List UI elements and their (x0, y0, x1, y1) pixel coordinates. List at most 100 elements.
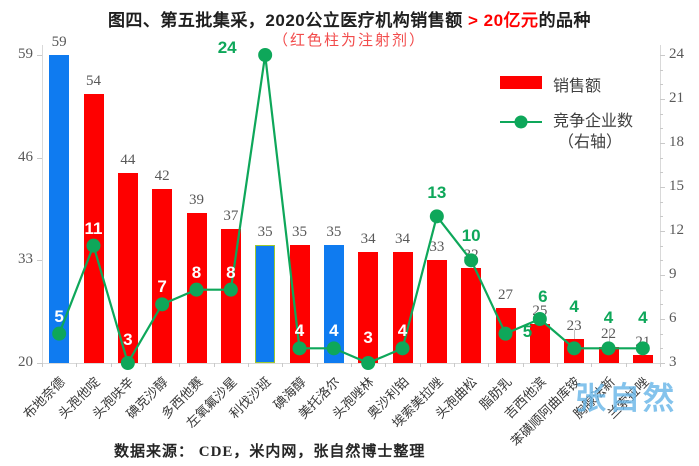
x-axis-tick (316, 363, 318, 367)
y-axis-right-tick (660, 275, 665, 276)
y-axis-right-minor-tick (660, 216, 663, 218)
watermark: 张自然 (575, 381, 677, 416)
chart-title: 图四、第五批集采，2020公立医疗机构销售额 > 20亿元的品种 (0, 6, 699, 31)
bar-value-label: 44 (120, 152, 136, 169)
y-axis-left-label: 20 (18, 354, 33, 370)
x-axis-tick (213, 363, 215, 367)
x-axis-tick (385, 363, 387, 367)
y-axis-right-label: 3 (669, 354, 677, 370)
line-value-label: 4 (638, 308, 648, 328)
y-axis-right-minor-tick (660, 201, 663, 203)
title-suffix: 的品种 (538, 11, 592, 30)
y-axis-left-tick (37, 157, 42, 159)
y-axis-right-label: 24 (669, 46, 684, 62)
y-axis-right-tick (660, 319, 665, 320)
source-note: 数据来源： CDE，米内网，张自然博士整理 (114, 444, 426, 460)
line-value-label: 5 (522, 321, 533, 341)
bar (598, 347, 619, 363)
x-axis-tick (591, 363, 593, 367)
bar-value-label: 21 (635, 334, 651, 351)
line-point-marker (258, 48, 273, 62)
bar-value-label: 32 (463, 247, 479, 264)
legend-line-sublabel: （右轴） (558, 134, 623, 151)
bar-value-label: 54 (86, 73, 101, 90)
y-axis-right-minor-tick (660, 113, 663, 115)
x-axis-tick (557, 363, 558, 367)
legend-sales-label: 销售额 (553, 78, 602, 95)
bar-value-label: 42 (154, 168, 170, 185)
x-axis-tick (145, 363, 146, 367)
bar (392, 252, 413, 363)
bar (152, 189, 173, 363)
y-axis-right-tick (660, 55, 665, 56)
y-axis-right-label: 9 (669, 266, 677, 282)
y-axis-left-label: 46 (18, 148, 33, 165)
y-axis-right-minor-tick (660, 260, 663, 262)
legend-item-competitors: 竞争企业数 （右轴） (500, 111, 633, 153)
y-axis-right-tick (660, 363, 665, 364)
bar (426, 260, 447, 363)
bar-value-label: 27 (498, 286, 513, 303)
y-axis-left-label: 33 (18, 251, 33, 268)
legend: 销售额 竞争企业数 （右轴） (500, 72, 633, 168)
y-axis-right-tick (660, 143, 665, 144)
x-axis-tick (282, 363, 284, 367)
line-value-label: 11 (84, 218, 103, 238)
title-prefix: 图四、第五批集采，2020公立医疗机构销售额 (107, 11, 463, 30)
x-axis-tick (110, 363, 112, 367)
legend-item-sales: 销售额 (500, 72, 633, 96)
line-point-marker (429, 209, 444, 224)
x-axis-tick (522, 363, 524, 367)
y-axis-right-label: 6 (669, 310, 677, 326)
bar (186, 212, 207, 363)
y-axis-right-minor-tick (660, 333, 663, 335)
y-axis-left (42, 45, 43, 363)
y-axis-right-minor-tick (660, 289, 663, 291)
y-axis-right-minor-tick (660, 304, 663, 306)
y-axis-right-tick (660, 231, 665, 232)
line-value-label: 4 (397, 321, 408, 341)
y-axis-right-label: 15 (669, 178, 684, 194)
y-axis-right-label: 12 (669, 222, 684, 238)
bar-value-label: 39 (189, 191, 204, 208)
x-axis-tick (488, 363, 490, 367)
y-axis-left-tick (37, 363, 42, 364)
x-axis-tick (454, 363, 455, 367)
bar (564, 339, 585, 363)
line-value-label: 13 (427, 183, 447, 203)
bar (255, 244, 276, 363)
x-axis-tick (76, 363, 78, 367)
y-axis-right (660, 45, 661, 363)
y-axis-right-minor-tick (660, 348, 663, 350)
x-axis-tick (419, 363, 421, 367)
chart-subtitle: （红色柱为注射剂） (272, 33, 426, 49)
bar (323, 244, 344, 363)
bar-value-label: 59 (51, 34, 67, 50)
x-axis-tick (42, 363, 43, 367)
line-value-label: 8 (226, 262, 236, 282)
y-axis-left-tick (37, 260, 42, 262)
line-value-label: 5 (54, 306, 64, 326)
x-axis-tick (179, 363, 181, 367)
line-value-label: 3 (123, 330, 133, 349)
y-axis-right-minor-tick (660, 69, 663, 71)
y-axis-right-tick (660, 99, 665, 100)
y-axis-right-minor-tick (660, 128, 663, 130)
y-axis-left-tick (37, 55, 42, 56)
line-value-label: 24 (217, 38, 237, 57)
y-axis-right-minor-tick (660, 245, 663, 247)
line-dot-icon (514, 115, 528, 129)
y-axis-right-minor-tick (660, 84, 663, 86)
bar (632, 355, 653, 363)
line-value-label: 10 (461, 226, 481, 246)
legend-line-label: 竞争企业数 (553, 113, 634, 130)
bar-swatch-icon (500, 76, 542, 89)
bar (461, 268, 482, 363)
line-swatch-icon (500, 115, 542, 129)
y-axis-left-label: 59 (18, 46, 33, 62)
y-axis-right-tick (660, 187, 665, 188)
y-axis-right-label: 18 (669, 134, 684, 150)
y-axis-right-minor-tick (660, 172, 663, 174)
title-highlight: > 20亿元 (462, 11, 539, 30)
